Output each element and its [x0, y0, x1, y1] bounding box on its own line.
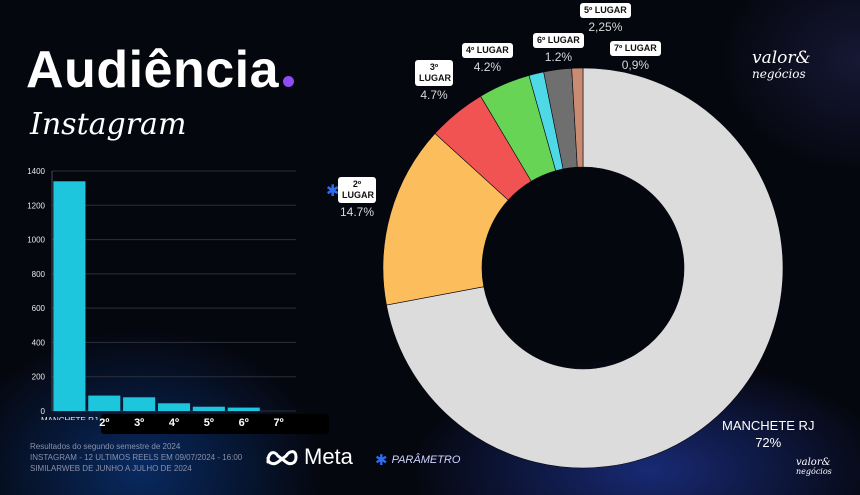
slice-label-box: 7º LUGAR [610, 41, 661, 56]
parametro-note: ✱ PARÂMETRO [375, 451, 460, 469]
x-tick-label: 4º [168, 417, 180, 429]
bar [123, 397, 156, 411]
x-tick-label: 7º [273, 417, 284, 429]
bar [192, 406, 225, 411]
donut-slice [571, 67, 584, 168]
slice-value: 1.2% [544, 50, 573, 64]
x-tick-label: 3º [134, 417, 145, 429]
slice-value: 4.2% [473, 60, 502, 74]
slice-label-4th: 4º LUGAR 4.2% [462, 40, 513, 74]
asterisk-icon: ✱ [375, 452, 388, 469]
slice-label-3rd: 3º LUGAR 4.7% [415, 60, 453, 102]
donut-chart [382, 67, 784, 469]
slice-value: 2,25% [588, 20, 623, 34]
footnote-line: Resultados do segundo semestre de 2024 [30, 442, 181, 451]
page-title: Audiência [26, 44, 294, 96]
bar [157, 403, 191, 411]
slice-label-6th: 6º LUGAR 1.2% [533, 30, 584, 64]
slice-label-1st: MANCHETE RJ 72% [722, 417, 814, 451]
y-tick-label: 200 [32, 373, 46, 382]
footnote: Resultados do segundo semestre de 2024 I… [30, 441, 242, 474]
brand-logo-line1: valor& [752, 48, 811, 68]
slice-label-box: 3º LUGAR [415, 60, 453, 86]
donut-slice [386, 67, 784, 469]
slice-label-box: 2º LUGAR [338, 177, 376, 203]
y-tick-label: 800 [32, 270, 46, 279]
brand-logo-line2: negócios [752, 67, 806, 81]
slice-value: 72% [755, 435, 782, 450]
page-subtitle: Instagram [30, 107, 187, 142]
x-tick-label: 5º [203, 417, 214, 429]
slice-label-box: 5º LUGAR [580, 3, 631, 18]
y-tick-label: 1400 [27, 167, 45, 176]
brand-logo-top: valor& negócios [752, 48, 811, 81]
y-tick-label: 400 [32, 338, 46, 347]
title-dot [283, 76, 294, 87]
y-tick-label: 0 [41, 407, 46, 416]
asterisk-icon: ✱ [326, 183, 340, 200]
footnote-line: SIMILARWEB DE JUNHO A JULHO DE 2024 [30, 464, 192, 473]
slice-value: 0,9% [621, 58, 650, 72]
x-tick-label: 2º [99, 417, 110, 429]
meta-logo-text: Meta [304, 444, 353, 469]
brand-logo-line1: valor& [796, 457, 831, 468]
brand-logo-line2: negócios [796, 467, 832, 476]
meta-infinity-icon [266, 450, 298, 466]
y-tick-label: 1000 [27, 236, 45, 245]
x-tick-label: 6º [238, 417, 249, 429]
y-tick-label: 1200 [27, 201, 45, 210]
slice-value: 4.7% [420, 88, 448, 102]
slice-label-2nd: 2º LUGAR 14.7% [338, 177, 376, 219]
slice-label-7th: 7º LUGAR 0,9% [610, 38, 661, 72]
bar-chart: 0 200 400 600 800 1000 1200 1400 MANCHETE RJ [27, 167, 296, 420]
bar [227, 407, 260, 411]
slice-label-5th: 5º LUGAR 2,25% [580, 0, 631, 34]
slice-label-box: 6º LUGAR [533, 33, 584, 48]
parametro-text: PARÂMETRO [391, 454, 461, 466]
meta-logo: Meta [264, 444, 353, 470]
x-tick-label: MANCHETE RJ [41, 416, 98, 420]
slice-name: MANCHETE RJ [722, 418, 815, 433]
slice-value: 14.7% [339, 205, 375, 219]
footnote-line: INSTAGRAM - 12 ULTIMOS REELS EM 09/07/20… [30, 453, 243, 462]
y-tick-label: 600 [32, 304, 46, 313]
x-axis-label-strip: 2º 3º 4º 5º 6º 7º [99, 414, 329, 434]
bar [88, 395, 121, 411]
bar [53, 181, 86, 411]
title-text: Audiência [26, 41, 279, 99]
slice-label-box: 4º LUGAR [462, 43, 513, 58]
brand-logo-bottom: valor& negócios [796, 458, 832, 476]
